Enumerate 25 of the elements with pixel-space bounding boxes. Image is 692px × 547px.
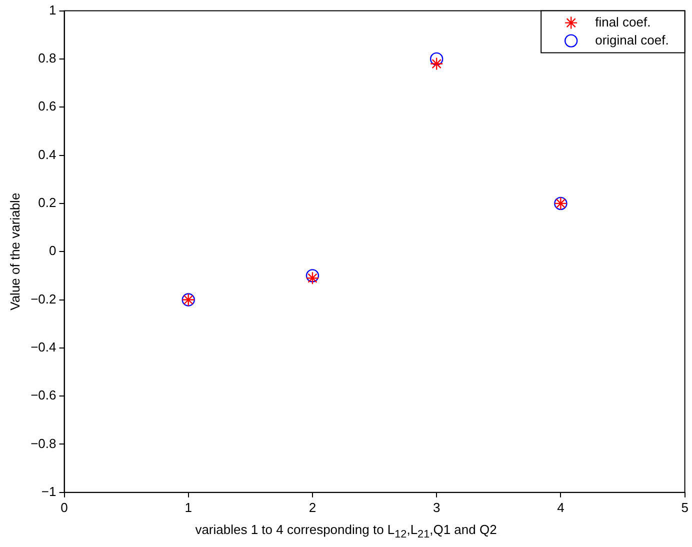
legend-label: final coef. <box>595 14 651 30</box>
x-axis-title: variables 1 to 4 corresponding to L$_{12}$,L$_{21}$,Q1 and Q2 <box>194 522 498 541</box>
y-tick-label: 1 <box>49 2 56 18</box>
y-tick-label: −1 <box>41 484 56 499</box>
point <box>430 52 444 66</box>
x-tick-label: 3 <box>432 500 440 515</box>
point <box>306 271 320 285</box>
x-tick-label: 2 <box>308 500 316 515</box>
y-tick-label: −0.6 <box>30 388 56 403</box>
y-tick-label: 0.6 <box>38 98 56 114</box>
point <box>306 269 320 282</box>
y-tick-label: 0.8 <box>38 50 56 66</box>
x-tick-label: 1 <box>184 500 192 515</box>
y-tick-label: −0.2 <box>30 291 56 306</box>
y-axis-title: Value of the variable <box>7 192 22 310</box>
x-tick-label: 5 <box>681 500 688 515</box>
x-tick-label: 0 <box>60 500 68 515</box>
y-tick-label: −0.4 <box>30 340 56 354</box>
point <box>430 57 444 70</box>
x-tick-label: 4 <box>557 500 564 515</box>
y-tick-label: 0.2 <box>38 195 56 210</box>
y-tick-label: 0.4 <box>38 146 56 162</box>
y-tick-label: 0 <box>49 243 56 258</box>
y-tick-label: −0.8 <box>30 436 56 451</box>
legend-label: original coef. <box>595 32 669 48</box>
